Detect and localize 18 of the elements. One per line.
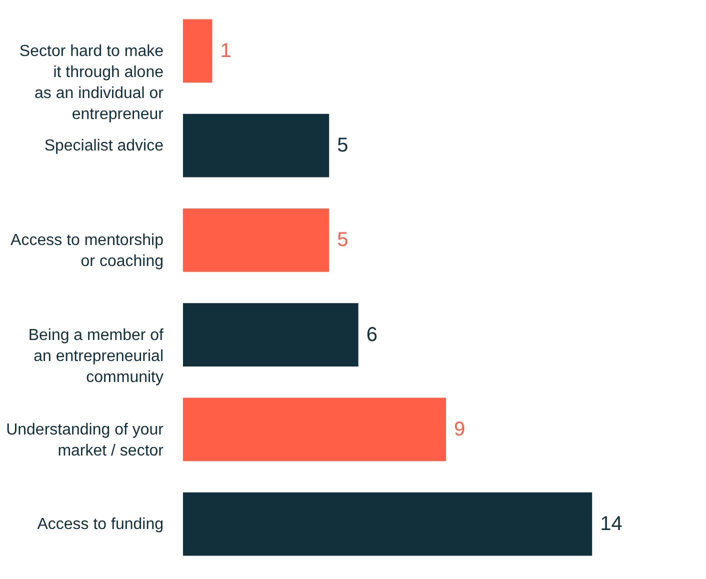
- bar: [183, 492, 592, 556]
- data-label: 1: [220, 40, 232, 62]
- y-tick-label: Specialist advice: [44, 138, 164, 155]
- y-tick-label: Access to mentorship or coaching: [10, 232, 164, 270]
- y-tick-label: Understanding of your market / sector: [6, 421, 164, 460]
- data-label: 9: [454, 418, 466, 440]
- data-label: 5: [337, 134, 348, 157]
- bar: [183, 208, 330, 272]
- y-tick-label: Sector hard to make it through alone as an individual or entrepreneur: [19, 42, 164, 123]
- data-label: 6: [366, 324, 378, 346]
- bar: [183, 19, 212, 83]
- y-tick-label: Being a member of an entrepreneurial community: [28, 326, 164, 386]
- data-label: 14: [600, 513, 622, 536]
- bar: [183, 398, 446, 462]
- data-label: 5: [337, 229, 348, 252]
- bar: [183, 303, 358, 367]
- y-tick-label: Access to funding: [37, 516, 164, 534]
- bar: [183, 114, 330, 178]
